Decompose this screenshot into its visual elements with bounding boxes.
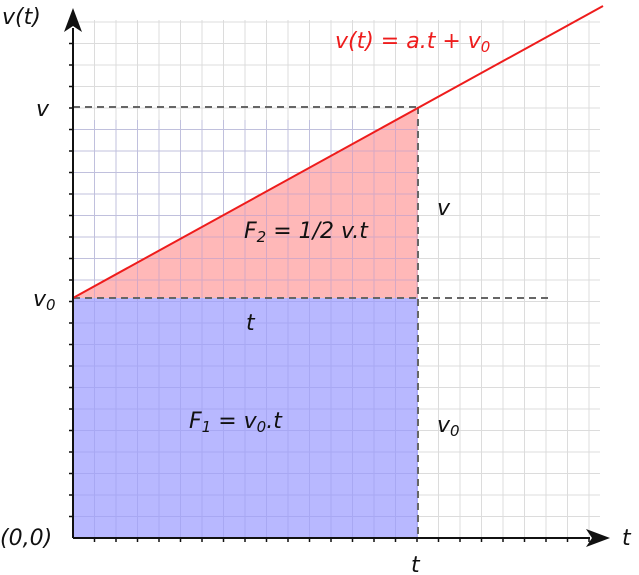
f2-label-sub: 2	[257, 228, 267, 246]
f2-label-f: F	[244, 219, 257, 244]
origin-label: (0,0)	[0, 526, 52, 551]
f1-height-base: v	[437, 413, 451, 438]
f1-label-f: F	[189, 409, 202, 434]
velocity-line	[72, 5, 604, 299]
y-tick-label-v0: v0	[33, 287, 56, 314]
f2-width-label: t	[246, 311, 256, 336]
area-f1	[73, 298, 418, 538]
f2-label-rhs: = 1/2 v.t	[266, 219, 369, 244]
y-axis-label: v(t)	[2, 5, 41, 30]
y-axis-arrow	[64, 8, 82, 32]
line-equation-sub: 0	[481, 38, 491, 56]
y-tick-label-v0-sub: 0	[46, 296, 56, 314]
f1-label-rhs: = v	[211, 409, 257, 434]
f1-height-sub: 0	[450, 422, 460, 440]
f1-label-tail: .t	[266, 409, 283, 434]
f2-height-label: v	[437, 196, 451, 221]
y-tick-label-v: v	[36, 97, 50, 122]
f1-label: F1 = v0.t	[189, 409, 283, 436]
axis-ticks	[69, 42, 590, 542]
x-axis-arrow	[586, 529, 610, 547]
f1-height-label: v0	[437, 413, 460, 440]
f2-label: F2 = 1/2 v.t	[244, 219, 369, 246]
line-equation-main: v(t) = a.t + v	[335, 29, 482, 54]
x-tick-label-t: t	[411, 553, 421, 575]
x-axis-label: t	[622, 526, 632, 551]
line-equation: v(t) = a.t + v0	[335, 29, 490, 56]
f1-label-rhs-sub: 0	[257, 418, 267, 436]
f1-label-sub: 1	[202, 418, 212, 436]
y-tick-label-v0-base: v	[33, 287, 47, 312]
